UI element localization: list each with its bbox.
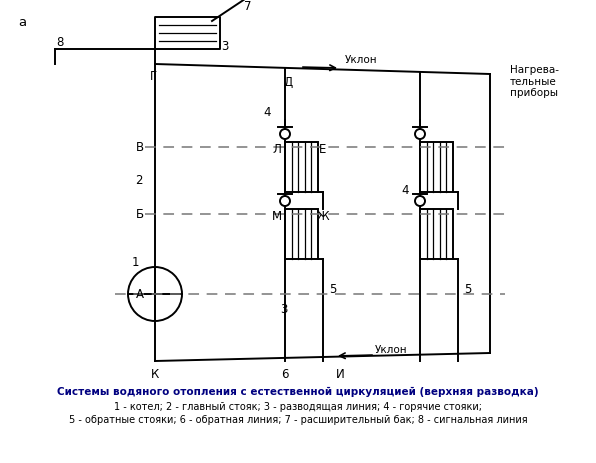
Text: И: И: [336, 368, 344, 381]
Text: 1 - котел; 2 - главный стояк; 3 - разводящая линия; 4 - горячие стояки;: 1 - котел; 2 - главный стояк; 3 - развод…: [114, 401, 482, 411]
Circle shape: [415, 130, 425, 140]
Text: Системы водяного отопления с естественной циркуляцией (верхняя разводка): Системы водяного отопления с естественно…: [57, 386, 539, 396]
Text: а: а: [18, 15, 26, 28]
Text: Б: Б: [136, 208, 144, 221]
Text: Д: Д: [283, 75, 293, 88]
Text: 8: 8: [56, 36, 64, 49]
Text: 5: 5: [330, 283, 337, 296]
Text: Ж: Ж: [316, 210, 330, 223]
Text: Е: Е: [319, 143, 327, 156]
Text: 2: 2: [135, 174, 143, 187]
Bar: [420, 210, 453, 259]
Text: 1: 1: [131, 256, 139, 269]
Text: 7: 7: [244, 0, 252, 13]
Bar: [285, 143, 318, 193]
Text: 4: 4: [263, 106, 271, 119]
Text: К: К: [151, 368, 159, 381]
Text: 3: 3: [221, 40, 229, 53]
Text: М: М: [272, 210, 282, 223]
Circle shape: [415, 197, 425, 206]
Bar: [285, 210, 318, 259]
Text: Л: Л: [272, 143, 281, 156]
Text: А: А: [136, 288, 144, 301]
Text: В: В: [136, 141, 144, 154]
Text: 4: 4: [401, 184, 409, 197]
Text: 5: 5: [464, 283, 471, 296]
Text: 6: 6: [281, 368, 288, 381]
Text: Уклон: Уклон: [375, 344, 408, 354]
Text: Нагрева-
тельные
приборы: Нагрева- тельные приборы: [510, 65, 559, 98]
Text: 5 - обратные стояки; 6 - обратная линия; 7 - расширительный бак; 8 - сигнальная : 5 - обратные стояки; 6 - обратная линия;…: [69, 414, 527, 424]
Circle shape: [280, 197, 290, 206]
Text: Г: Г: [150, 70, 157, 83]
Circle shape: [280, 130, 290, 140]
Text: 3: 3: [280, 303, 288, 316]
Bar: [420, 143, 453, 193]
Text: Уклон: Уклон: [345, 55, 378, 65]
